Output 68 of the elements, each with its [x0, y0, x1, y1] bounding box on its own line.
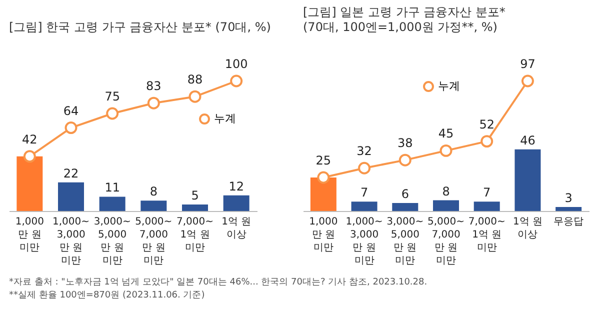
data-label: 5	[191, 188, 199, 202]
x-tick-label: 무응답	[554, 216, 584, 228]
chart-title: [그림] 한국 고령 가구 금융자산 분포* (70대, %)	[9, 20, 271, 34]
bar	[474, 202, 500, 211]
point	[230, 74, 243, 88]
data-label: 22	[63, 166, 79, 180]
x-tick-label: 1억 원 이상	[222, 216, 252, 240]
bar	[433, 200, 459, 211]
text: *자료 출처 : "노후자금 1억 넘게 모았다" 일본 70대는 46%... 한국의 70대는? 기사 참조, 2023.10.28.	[9, 278, 428, 288]
chart-title: [그림] 일본 고령 가구 금융자산 분포*	[303, 5, 506, 19]
point	[23, 150, 36, 163]
point	[358, 162, 371, 174]
data-label: 83	[146, 79, 162, 94]
data-label: 6	[401, 186, 409, 201]
point	[64, 122, 78, 134]
x-tick-label: 3,000~ 5,000 만 원 미만	[94, 216, 131, 266]
point	[317, 171, 330, 184]
data-label: 45	[438, 126, 454, 141]
bar	[556, 206, 582, 211]
bar	[182, 204, 208, 211]
point	[521, 74, 534, 88]
data-label: 3	[564, 190, 572, 205]
bar	[310, 177, 336, 211]
data-label: 64	[63, 104, 79, 118]
data-label: 38	[398, 136, 413, 150]
point	[188, 90, 202, 103]
legend-label: 누계	[438, 80, 460, 92]
bar	[392, 202, 418, 211]
point	[147, 96, 160, 110]
x-tick-label: 3,000~ 5,000 만 원 미만	[386, 216, 424, 266]
data-label: 46	[520, 133, 536, 148]
data-label: 97	[520, 57, 536, 71]
x-tick-label: 5,000~ 7,000 만 원 미만	[135, 216, 172, 266]
data-label: 42	[22, 132, 38, 146]
bar	[351, 202, 378, 211]
x-tick-label: 1,000~ 3,000 만 원 미만	[52, 216, 90, 266]
data-label: 25	[316, 153, 332, 168]
x-tick-label: 1,000 만 원 미만	[15, 216, 44, 254]
data-label: 52	[479, 117, 494, 132]
bar	[140, 200, 167, 211]
bar	[16, 156, 43, 211]
x-tick-label: 1,000 만 원 미만	[309, 216, 338, 254]
chart-subtitle: (70대, 100엔=1,000원 가정**, %)	[303, 20, 498, 34]
legend-label: 누계	[214, 112, 236, 125]
data-label: 8	[150, 184, 158, 199]
data-label: 7	[483, 186, 491, 200]
data-label: 8	[442, 184, 450, 198]
text: **실제 환율 100엔=870원 (2023.11.06. 기준)	[9, 290, 205, 300]
x-tick-label: 1,000~ 3,000 만 원 미만	[346, 216, 383, 266]
bar	[514, 149, 541, 211]
data-label: 7	[360, 186, 368, 200]
data-label: 11	[104, 180, 120, 195]
x-tick-label: 7,000~ 1억 원 미만	[176, 216, 214, 254]
data-label: 12	[228, 179, 244, 194]
point	[480, 135, 494, 148]
bar	[58, 182, 84, 211]
point	[440, 144, 452, 157]
point	[106, 107, 119, 120]
x-tick-label: 1억 원 이상	[512, 216, 542, 240]
data-label: 75	[104, 90, 120, 104]
x-tick-label: 7,000~ 1억 원 미만	[468, 216, 506, 254]
data-label: 88	[187, 72, 203, 87]
data-label: 100	[224, 57, 248, 71]
bar	[99, 196, 126, 211]
bar	[223, 195, 250, 211]
data-label: 32	[356, 144, 372, 158]
point	[398, 154, 412, 166]
x-tick-label: 5,000~ 7,000 만 원 미만	[427, 216, 465, 266]
